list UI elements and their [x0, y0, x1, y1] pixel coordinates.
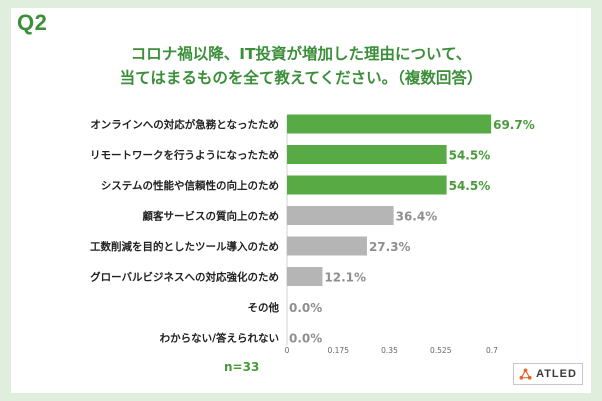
category-label: グローバルビジネスへの対応強化のため	[90, 271, 279, 284]
atled-logo: ATLED	[513, 363, 583, 385]
atled-logo-icon	[519, 367, 532, 380]
bar	[287, 206, 394, 225]
sample-size-note: n=33	[224, 360, 260, 374]
x-tick-label: 0.525	[430, 346, 452, 355]
bar	[287, 267, 323, 286]
category-label: リモートワークを行うようになったため	[90, 149, 279, 162]
bar-value-label: 36.4%	[396, 210, 438, 224]
category-label: オンラインへの対応が急務となったため	[90, 118, 279, 131]
chart-title: コロナ禍以降、IT投資が増加した理由について、 当てはまるものを全て教えてくださ…	[11, 42, 591, 90]
bar-value-label: 54.5%	[449, 179, 491, 193]
bar-value-label: 54.5%	[449, 149, 491, 163]
category-label: 工数削減を目的としたツール導入のため	[90, 240, 279, 253]
question-label: Q2	[17, 10, 48, 35]
bar-value-label: 0.0%	[289, 332, 322, 346]
category-label: わからない/答えられない	[160, 332, 279, 345]
bar	[287, 114, 492, 134]
category-label: その他	[248, 301, 280, 314]
x-tick-label: 0	[285, 346, 290, 355]
x-tick-label: 0.7	[486, 346, 498, 355]
title-line-1: コロナ禍以降、IT投資が増加した理由について、	[130, 45, 472, 63]
x-tick-label: 0.175	[328, 346, 350, 355]
bar-value-label: 12.1%	[324, 271, 366, 285]
category-label: システムの性能や信頼性の向上のため	[101, 179, 279, 192]
bar-value-label: 27.3%	[369, 240, 411, 254]
survey-card: Q2 コロナ禍以降、IT投資が増加した理由について、 当てはまるものを全て教えて…	[11, 8, 591, 393]
bar	[287, 145, 447, 164]
bar-chart: オンラインへの対応が急務となったため 69.7% リモートワークを行うようになったた…	[90, 114, 535, 355]
bar-value-label: 69.7%	[493, 118, 535, 132]
logo-text: ATLED	[536, 368, 577, 380]
x-tick-label: 0.35	[381, 346, 398, 355]
bar-value-label: 0.0%	[289, 301, 322, 315]
bar	[287, 236, 367, 256]
title-line-2: 当てはまるものを全て教えてください。（複数回答）	[119, 69, 483, 87]
category-label: 顧客サービスの質向上のため	[143, 210, 280, 223]
bar	[287, 175, 447, 195]
